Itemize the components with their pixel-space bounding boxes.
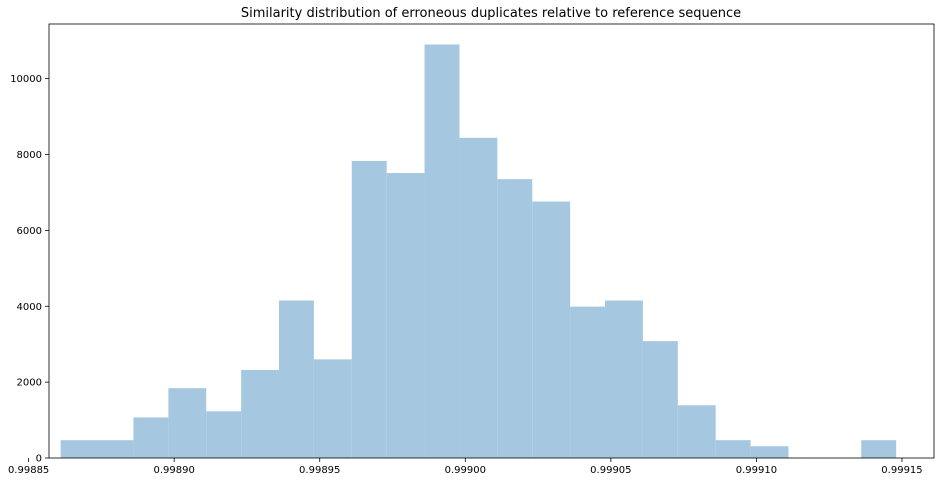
x-tick-label-0: 0.99885 [8,465,49,476]
histogram-bar-14 [605,300,643,458]
x-tick-label-4: 0.99905 [590,465,631,476]
y-tick-label-3: 6000 [17,226,42,237]
x-tick-label-2: 0.99895 [299,465,340,476]
histogram-bar-2 [168,388,207,458]
histogram-bar-19 [861,440,897,458]
histogram-bar-17 [715,440,751,458]
x-tick-label-6: 0.99915 [881,465,922,476]
y-tick-label-2: 4000 [17,302,42,313]
histogram-bar-9 [424,44,460,459]
x-tick-label-1: 0.99890 [154,465,195,476]
bars-group [60,44,897,459]
histogram-bar-4 [241,369,279,458]
histogram-bar-12 [532,201,571,459]
x-axis-ticks: 0.99885 0.99890 0.99895 0.99900 0.99905 0.999… [8,458,923,476]
histogram-bar-5 [278,300,314,458]
histogram-bar-1 [133,417,169,458]
histogram-bar-16 [677,405,716,458]
y-tick-label-1: 2000 [17,378,42,389]
histogram-bar-11 [497,179,533,458]
histogram-bar-10 [459,137,498,458]
histogram-bar-15 [642,341,678,458]
y-axis-ticks: 0 2000 4000 6000 8000 10000 [10,74,49,465]
y-tick-label-5: 10000 [10,74,42,85]
plot-frame [48,23,935,459]
histogram-bar-8 [386,173,425,458]
chart-title: Similarity distribution of erroneous dup… [241,6,741,21]
histogram-bar-6 [313,359,352,458]
histogram-bar-18 [750,446,789,458]
histogram-bar-0 [60,440,134,458]
y-tick-label-0: 0 [36,454,42,465]
histogram-bar-3 [206,411,242,458]
x-tick-label-5: 0.99910 [736,465,777,476]
histogram-bar-13 [570,306,606,458]
y-tick-label-4: 8000 [17,150,42,161]
histogram-bar-7 [351,160,387,458]
x-tick-label-3: 0.99900 [445,465,486,476]
